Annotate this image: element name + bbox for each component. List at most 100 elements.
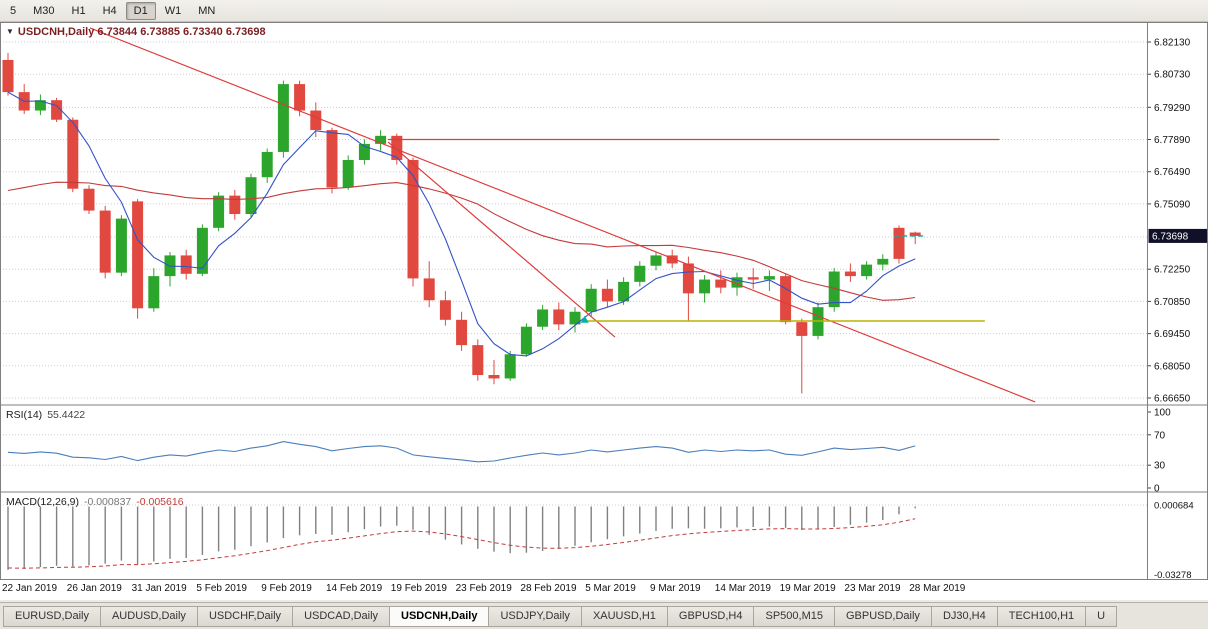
date-axis-label: 19 Mar 2019: [779, 583, 836, 594]
price-axis-label: 6.79290: [1154, 103, 1191, 114]
timeframe-d1[interactable]: D1: [125, 1, 156, 20]
price-axis-label: 6.75090: [1154, 199, 1191, 210]
date-axis-label: 28 Mar 2019: [909, 583, 966, 594]
price-axis-label: 6.66650: [1154, 394, 1191, 405]
timeframe-5[interactable]: 5: [2, 2, 24, 20]
timeframe-m30[interactable]: M30: [25, 2, 62, 20]
date-axis-label: 28 Feb 2019: [520, 583, 577, 594]
candle-body: [83, 188, 95, 211]
macd-axis-max-label: 0.000684: [1154, 501, 1194, 512]
candle-body: [213, 195, 225, 228]
timeframe-h1[interactable]: H1: [64, 2, 94, 20]
candle-body: [439, 300, 451, 320]
chart-tabs-bar: EURUSD,Daily AUDUSD,Daily USDCHF,Daily USDC…: [0, 602, 1208, 629]
candle-body: [456, 319, 468, 346]
price-axis-label: 6.72250: [1154, 265, 1191, 276]
timeframe-toolbar: 5 M30 H1 H4 D1 W1 MN: [0, 0, 1208, 22]
candle-body: [261, 151, 273, 178]
current-price-badge-text: 6.73698: [1152, 231, 1189, 242]
candle-body: [115, 218, 127, 273]
price-chart-canvas[interactable]: 6.82130 6.80730 6.79290 6.77890 6.76490 6.750…: [0, 22, 1208, 580]
candle-body: [488, 375, 500, 379]
candle-body: [520, 326, 532, 355]
candle-body: [51, 100, 63, 120]
ma-fast-line: [7, 91, 916, 357]
candle-body: [277, 84, 289, 152]
candle-body: [342, 159, 354, 188]
tab-usdchf-daily[interactable]: USDCHF,Daily: [196, 605, 294, 627]
rsi-axis-label: 0: [1154, 484, 1160, 495]
candle-body: [699, 279, 711, 294]
price-axis-label: 6.70850: [1154, 297, 1191, 308]
price-axis-label: 6.76490: [1154, 167, 1191, 178]
candle-body: [650, 255, 662, 266]
candle-body: [747, 277, 759, 280]
date-axis-label: 23 Feb 2019: [455, 583, 512, 594]
chart-menu-arrow-icon[interactable]: ▼: [6, 27, 14, 36]
macd-axis-min-label: -0.03278: [1154, 570, 1192, 580]
date-axis-label: 26 Jan 2019: [66, 583, 122, 594]
candle-body: [618, 281, 630, 302]
rsi-line: [7, 441, 916, 463]
candle-body: [553, 309, 565, 325]
tab-dj30-h4[interactable]: DJ30,H4: [930, 605, 998, 627]
candle-body: [2, 59, 14, 93]
date-axis-label: 23 Mar 2019: [844, 583, 901, 594]
tab-usdcnh-daily[interactable]: USDCNH,Daily: [389, 605, 490, 627]
candle-body: [893, 227, 905, 259]
candle-body: [148, 276, 160, 309]
candle-body: [796, 322, 808, 336]
candle-body: [828, 271, 840, 308]
candle-body: [326, 130, 338, 188]
tab-xauusd-h1[interactable]: XAUUSD,H1: [580, 605, 668, 627]
candle-body: [634, 265, 646, 282]
candle-body: [229, 195, 241, 215]
candle-body: [861, 264, 873, 277]
candle-body: [391, 135, 403, 160]
date-axis-label: 9 Feb 2019: [261, 583, 312, 594]
candle-body: [682, 263, 694, 294]
tab-usdjpy-daily[interactable]: USDJPY,Daily: [488, 605, 582, 627]
candle-body: [196, 227, 208, 274]
rsi-axis-label: 30: [1154, 461, 1166, 472]
tab-gbpusd-daily[interactable]: GBPUSD,Daily: [833, 605, 932, 627]
candle-body: [34, 100, 46, 111]
tab-gbpusd-h4[interactable]: GBPUSD,H4: [666, 605, 755, 627]
candle-body: [731, 277, 743, 288]
tab-sp500-m15[interactable]: SP500,M15: [753, 605, 835, 627]
candle-body: [715, 279, 727, 288]
trendline: [89, 27, 1036, 403]
candle-body: [909, 232, 921, 236]
candle-body: [877, 258, 889, 265]
tab-eurusd-daily[interactable]: EURUSD,Daily: [3, 605, 101, 627]
date-axis-label: 22 Jan 2019: [2, 583, 58, 594]
timeframe-h4[interactable]: H4: [95, 2, 125, 20]
candle-body: [504, 354, 516, 379]
tab-audusd-daily[interactable]: AUDUSD,Daily: [99, 605, 198, 627]
timeframe-w1[interactable]: W1: [157, 2, 190, 20]
date-axis-label: 14 Mar 2019: [714, 583, 771, 594]
date-axis-label: 31 Jan 2019: [131, 583, 187, 594]
price-axis-label: 6.69450: [1154, 329, 1191, 340]
tab-u[interactable]: U: [1085, 605, 1118, 627]
candle-body: [537, 309, 549, 327]
candle-body: [310, 110, 322, 131]
rsi-axis-label: 70: [1154, 430, 1166, 441]
candle-body: [423, 278, 435, 301]
macd-signal-line: [7, 518, 916, 569]
date-axis-label: 14 Feb 2019: [326, 583, 383, 594]
date-axis-label: 9 Mar 2019: [650, 583, 701, 594]
timeframe-mn[interactable]: MN: [190, 2, 223, 20]
chart-region: 6.82130 6.80730 6.79290 6.77890 6.76490 6.750…: [0, 22, 1208, 600]
tab-tech100-h1[interactable]: TECH100,H1: [996, 605, 1087, 627]
candle-body: [844, 271, 856, 277]
candle-body: [180, 255, 192, 274]
date-axis: 22 Jan 2019 26 Jan 2019 31 Jan 2019 5 Feb 2…: [0, 580, 1208, 600]
price-axis-label: 6.82130: [1154, 38, 1191, 49]
tab-usdcad-daily[interactable]: USDCAD,Daily: [292, 605, 391, 627]
candle-body: [780, 276, 792, 323]
candle-body: [585, 288, 597, 312]
candle-body: [375, 135, 387, 144]
rsi-axis-label: 100: [1154, 408, 1171, 419]
